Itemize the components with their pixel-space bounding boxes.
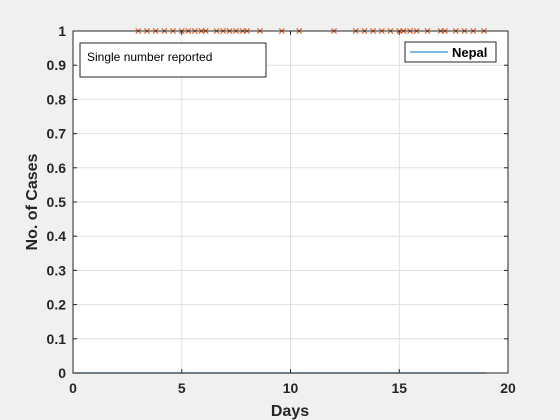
x-axis-title: Days bbox=[271, 403, 309, 420]
annotation-frame bbox=[79, 42, 267, 78]
x-tick-label: 0 bbox=[69, 380, 77, 396]
y-ticks: 0 0.1 0.2 0.3 0.4 0.5 0.6 0.7 0.8 0.9 1 bbox=[47, 23, 508, 381]
x-ticks: 0 5 10 15 20 bbox=[69, 31, 516, 396]
y-tick-label: 0.8 bbox=[47, 91, 67, 107]
y-tick-label: 1 bbox=[58, 23, 66, 39]
x-tick-label: 5 bbox=[178, 380, 186, 396]
x-tick-label: 15 bbox=[391, 380, 407, 396]
y-axis-title: No. of Cases bbox=[24, 153, 41, 250]
x-tick-label: 20 bbox=[500, 380, 516, 396]
legend-frame bbox=[404, 41, 497, 63]
y-tick-label: 0.3 bbox=[47, 262, 67, 278]
x-tick-label: 10 bbox=[283, 380, 299, 396]
y-tick-label: 0.7 bbox=[47, 126, 67, 142]
y-tick-label: 0.6 bbox=[47, 160, 67, 176]
y-tick-label: 0.4 bbox=[47, 228, 67, 244]
grid bbox=[72, 30, 509, 374]
y-tick-label: 0 bbox=[58, 365, 66, 381]
y-tick-label: 0.1 bbox=[47, 331, 67, 347]
legend-label-nepal: Nepal bbox=[452, 45, 487, 60]
annotation-box: Single number reported bbox=[79, 42, 267, 78]
y-tick-label: 0.2 bbox=[47, 297, 67, 313]
legend: Nepal bbox=[404, 41, 497, 63]
y-tick-label: 0.5 bbox=[47, 194, 67, 210]
y-tick-label: 0.9 bbox=[47, 57, 67, 73]
annotation-text: Single number reported bbox=[87, 50, 212, 64]
